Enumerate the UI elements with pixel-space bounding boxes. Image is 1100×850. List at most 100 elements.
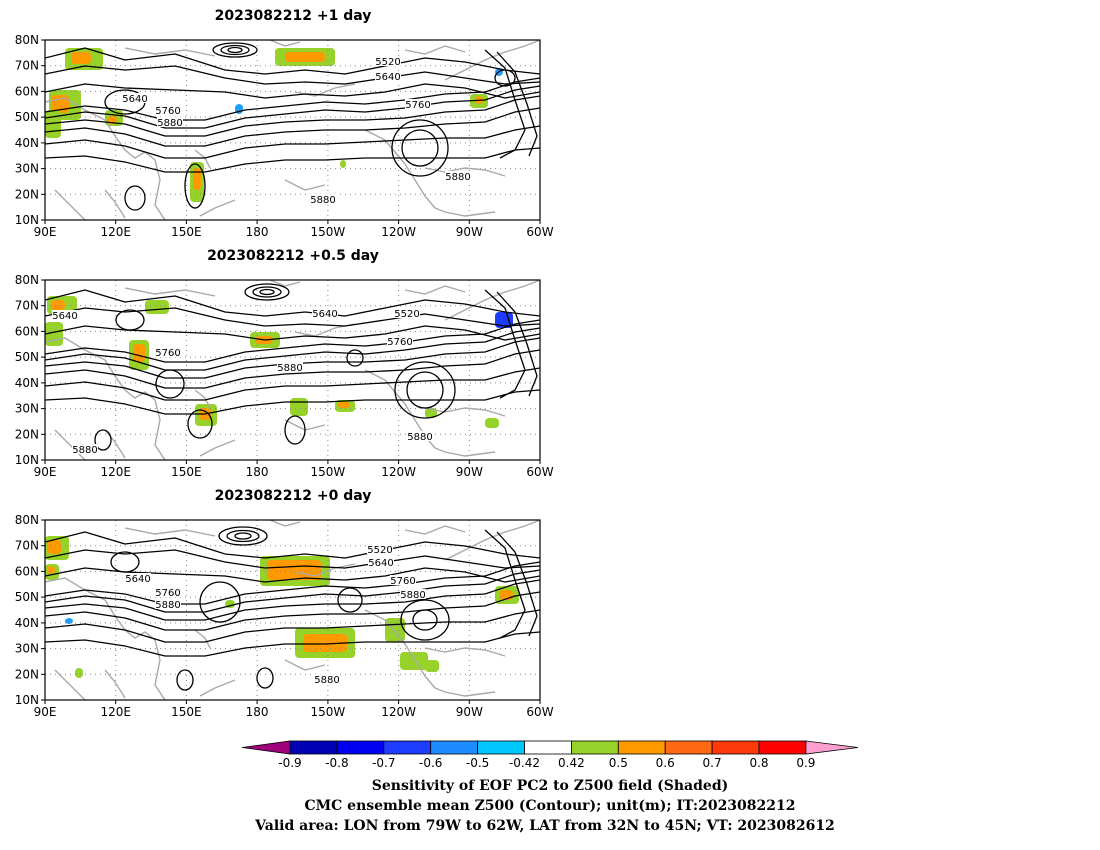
contour-label-bg: [400, 589, 426, 599]
contour-label-bg: [405, 99, 431, 109]
z500-contour: [45, 549, 540, 569]
map-frame: [44, 519, 541, 701]
z500-contour: [184, 163, 206, 209]
map-frame: [44, 39, 541, 221]
map-area: 5640 5640 5520 5760 5760 5880 5880 5880: [45, 280, 540, 460]
sensitivity-shading: [133, 344, 145, 362]
z500-contour: [199, 581, 241, 623]
contour-label-bg: [157, 117, 183, 127]
coastline: [194, 629, 211, 649]
y-tick-label: 70N: [15, 539, 39, 553]
z500-contour: [45, 389, 540, 415]
z500-contour: [45, 591, 540, 631]
y-tick-label: 20N: [15, 427, 39, 441]
contour-label-bg: [125, 573, 151, 583]
z500-contour: [45, 531, 540, 559]
coastline: [284, 179, 326, 191]
x-tick-label: 120E: [100, 465, 131, 479]
y-tick-label: 30N: [15, 402, 39, 416]
y-tick-label: 10N: [15, 693, 39, 707]
z500-contour: [45, 289, 540, 317]
colorbar-segment: [289, 740, 338, 755]
coastline: [364, 609, 496, 697]
footer-line-1: Sensitivity of EOF PC2 to Z500 field (Sh…: [372, 778, 728, 794]
coastline: [54, 669, 86, 700]
colorbar-segment: [383, 740, 432, 755]
sensitivity-shading: [47, 540, 61, 554]
z500-contour: [400, 599, 450, 641]
colorbar-tick-label: 0.9: [796, 756, 815, 770]
z500-contour: [45, 337, 540, 379]
x-tick-label: 60W: [526, 705, 553, 719]
coastline: [269, 40, 301, 47]
panel-title: 2023082212 +0.5 day: [207, 248, 379, 264]
sensitivity-shading: [65, 618, 73, 624]
z500-contour: [187, 409, 213, 439]
coastline: [404, 525, 466, 535]
sensitivity-shading: [71, 52, 91, 64]
y-tick-label: 30N: [15, 162, 39, 176]
contour-label: 5880: [314, 675, 339, 686]
coastline: [199, 199, 236, 217]
contour-label: 5880: [157, 118, 182, 129]
x-tick-label: 60W: [526, 225, 553, 239]
z500-contour: [496, 51, 538, 157]
contour-label-bg: [122, 93, 148, 103]
contour-label-bg: [445, 171, 471, 181]
sensitivity-shading: [485, 418, 499, 428]
z500-contour: [45, 107, 540, 147]
contour-label: 5640: [125, 574, 150, 585]
x-tick-label: 120E: [100, 225, 131, 239]
x-tick-label: 150W: [311, 465, 346, 479]
sensitivity-shading: [51, 300, 65, 310]
z500-contour: [496, 291, 538, 397]
z500-contour: [176, 669, 194, 691]
colorbar-tick-label: -0.8: [325, 756, 348, 770]
map-frame: [44, 279, 541, 461]
coastline: [124, 287, 216, 297]
contour-label-bg: [72, 444, 98, 454]
x-tick-label: 60W: [526, 465, 553, 479]
z500-contour: [45, 569, 540, 613]
sensitivity-shading: [340, 160, 346, 168]
y-tick-label: 10N: [15, 213, 39, 227]
coastline: [45, 577, 166, 700]
colorbar-tick-label: -0.7: [372, 756, 395, 770]
y-tick-label: 20N: [15, 187, 39, 201]
x-tick-label: 120E: [100, 705, 131, 719]
z500-contour: [45, 561, 540, 605]
y-tick-label: 40N: [15, 616, 39, 630]
coastline: [424, 407, 506, 417]
x-tick-label: 150E: [171, 225, 202, 239]
x-tick-label: 90W: [456, 225, 483, 239]
contour-label-bg: [310, 194, 336, 204]
sensitivity-shading: [425, 660, 439, 672]
y-tick-label: 20N: [15, 667, 39, 681]
z500-contour: [45, 77, 540, 121]
y-tick-label: 50N: [15, 110, 39, 124]
contour-label-bg: [52, 310, 78, 320]
coastline: [199, 439, 236, 457]
contour-label-bg: [375, 56, 401, 66]
x-tick-label: 90E: [34, 225, 57, 239]
x-tick-label: 90W: [456, 465, 483, 479]
colorbar-segment: [524, 740, 572, 755]
contour-label: 5760: [405, 100, 430, 111]
z500-contour: [226, 529, 260, 543]
z500-contour: [155, 369, 185, 399]
coastline: [45, 97, 166, 220]
colorbar-segment: [617, 740, 666, 755]
contour-label-bg: [314, 674, 340, 684]
map-panel-2: 2023082212 +0.5 day 5640 5640 5520576057605…: [15, 248, 554, 479]
z500-contour: [494, 69, 516, 87]
colorbar-tick-label: -0.5: [466, 756, 489, 770]
footer-caption: Sensitivity of EOF PC2 to Z500 field (Sh…: [254, 778, 835, 834]
x-tick-label: 120W: [381, 225, 416, 239]
z500-contour: [45, 95, 540, 137]
y-tick-label: 70N: [15, 59, 39, 73]
colorbar-segment: [571, 740, 619, 755]
coastline: [404, 285, 466, 295]
contour-label: 5880: [155, 600, 180, 611]
colorbar-segment: [336, 740, 385, 755]
